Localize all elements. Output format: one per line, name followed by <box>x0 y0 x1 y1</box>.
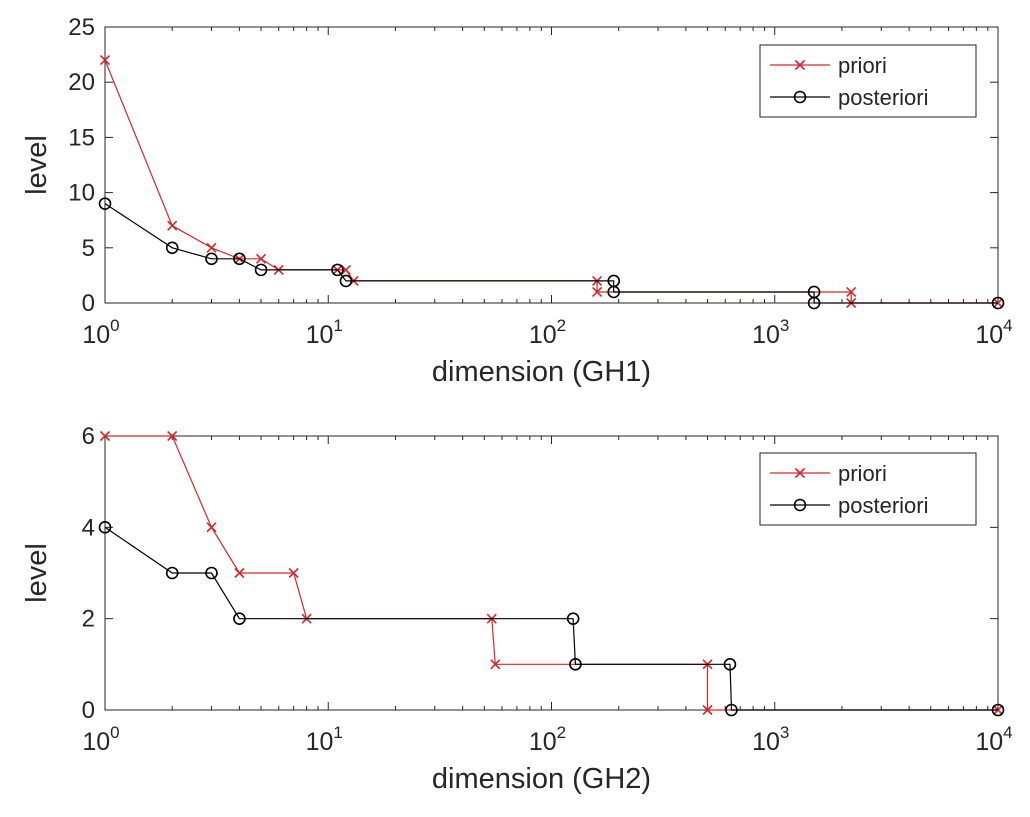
y-tick-label: 0 <box>82 290 95 317</box>
series-line-posteriori <box>104 203 998 304</box>
data-point-posteriori <box>98 197 112 210</box>
data-point-priori <box>99 430 111 442</box>
data-point-priori <box>592 286 603 298</box>
x-tick-label: 100 <box>82 316 119 349</box>
data-point-posteriori <box>205 252 218 266</box>
data-point-priori <box>206 522 217 533</box>
data-point-posteriori <box>233 612 246 625</box>
legend-box <box>759 44 977 118</box>
data-point-priori <box>288 567 299 579</box>
data-point-posteriori <box>566 612 580 625</box>
x-tick-label: 101 <box>306 316 343 349</box>
legend-marker <box>793 90 807 104</box>
y-tick-label: 2 <box>82 606 95 633</box>
data-point-posteriori <box>339 274 353 288</box>
x-axis-label: dimension (GH1) <box>432 356 651 388</box>
chart-2: 100 101 102 103 104 0 2 4 6 dimension (GH2) level p… <box>21 423 1013 795</box>
legend-marker <box>794 59 806 71</box>
y-tick-label: 5 <box>82 235 95 262</box>
data-point-posteriori <box>807 296 821 310</box>
x-axis-label: dimension (GH2) <box>432 763 651 795</box>
legend: priori posteriori <box>759 44 977 118</box>
data-point-posteriori <box>205 566 218 580</box>
data-point-priori <box>234 567 245 579</box>
data-point-posteriori <box>233 252 246 266</box>
data-point-posteriori <box>725 703 738 717</box>
legend-marker <box>793 498 807 512</box>
data-point-priori <box>702 704 713 716</box>
data-point-posteriori <box>331 263 344 277</box>
legend-marker <box>794 467 806 479</box>
y-tick-label: 10 <box>68 180 95 207</box>
legend-label: posteriori <box>838 493 928 518</box>
x-tick-label: 103 <box>752 316 789 349</box>
data-point-posteriori <box>991 296 1005 310</box>
data-point-posteriori <box>98 521 112 534</box>
data-point-posteriori <box>991 703 1005 717</box>
y-tick-label: 25 <box>68 14 95 41</box>
x-tick-label: 104 <box>975 723 1012 756</box>
data-point-posteriori <box>165 241 179 255</box>
data-point-posteriori <box>569 658 582 671</box>
legend-label: priori <box>838 53 887 78</box>
data-point-posteriori <box>723 658 737 671</box>
data-point-priori <box>206 242 217 253</box>
data-point-priori <box>167 430 178 442</box>
chart-1: 100 101 102 103 104 0 5 10 15 20 25 dimension (GH1)… <box>21 14 1013 388</box>
data-point-posteriori <box>607 285 621 299</box>
data-point-posteriori <box>254 263 268 277</box>
x-tick-label: 102 <box>529 723 566 756</box>
legend: priori posteriori <box>759 452 977 526</box>
x-tick-label: 100 <box>82 723 119 756</box>
data-point-priori <box>167 220 178 231</box>
x-tick-label: 103 <box>752 723 789 756</box>
y-tick-label: 6 <box>82 423 95 450</box>
legend-label: priori <box>838 461 887 486</box>
legend-box <box>759 452 977 526</box>
y-tick-label: 15 <box>68 124 95 151</box>
data-point-priori <box>99 55 111 66</box>
legend-label: posteriori <box>838 85 928 110</box>
x-tick-label: 102 <box>529 316 566 349</box>
x-tick-label: 104 <box>975 316 1012 349</box>
y-axis-label: level <box>21 135 53 195</box>
y-tick-label: 20 <box>68 69 95 96</box>
y-tick-label: 0 <box>82 697 95 724</box>
data-point-priori <box>255 253 267 264</box>
y-axis-label: level <box>21 543 53 603</box>
data-point-priori <box>490 659 501 670</box>
x-tick-label: 101 <box>306 723 343 756</box>
data-point-priori <box>846 286 857 298</box>
data-point-posteriori <box>165 566 179 580</box>
series-line-posteriori <box>104 526 998 711</box>
y-tick-label: 4 <box>82 514 95 541</box>
